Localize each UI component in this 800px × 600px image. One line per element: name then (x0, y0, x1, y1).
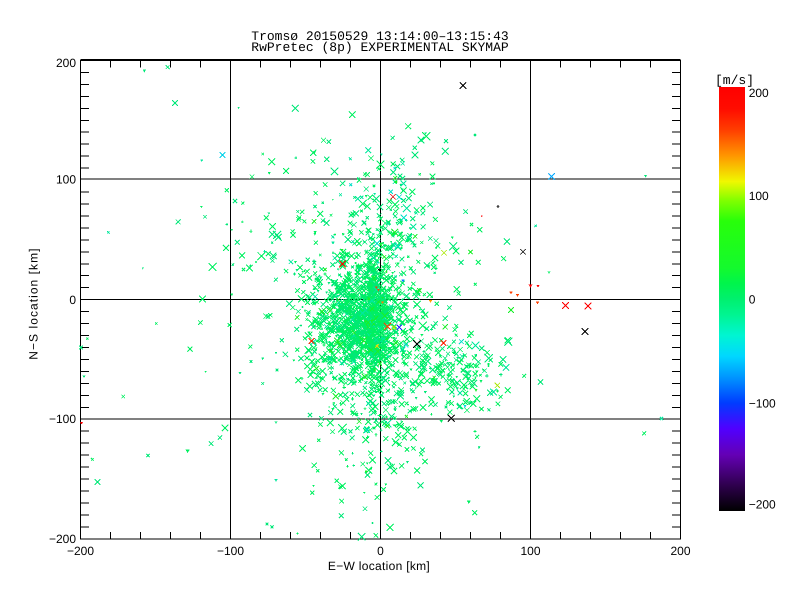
svg-text:200: 200 (670, 544, 690, 558)
svg-text:RwPretec (8p) EXPERIMENTAL SKY: RwPretec (8p) EXPERIMENTAL SKYMAP (251, 40, 509, 55)
svg-text:100: 100 (520, 544, 540, 558)
svg-text:−100: −100 (749, 397, 776, 411)
svg-text:0: 0 (749, 293, 756, 307)
svg-text:0: 0 (377, 544, 384, 558)
svg-text:[m/s]: [m/s] (715, 73, 754, 88)
svg-text:−100: −100 (49, 412, 76, 426)
svg-text:200: 200 (749, 86, 769, 100)
svg-text:0: 0 (69, 293, 76, 307)
svg-text:−200: −200 (749, 497, 776, 511)
svg-text:E−W location [km]: E−W location [km] (328, 559, 430, 573)
svg-text:N−S location [km]: N−S location [km] (26, 247, 40, 359)
svg-text:100: 100 (56, 173, 76, 187)
svg-text:200: 200 (56, 56, 76, 70)
svg-text:−100: −100 (217, 544, 244, 558)
svg-text:−200: −200 (67, 544, 94, 558)
svg-text:−200: −200 (49, 532, 76, 546)
svg-text:Tromsø 20150529 13:14:00–13:15: Tromsø 20150529 13:14:00–13:15:43 (251, 29, 508, 44)
svg-text:100: 100 (749, 189, 769, 203)
